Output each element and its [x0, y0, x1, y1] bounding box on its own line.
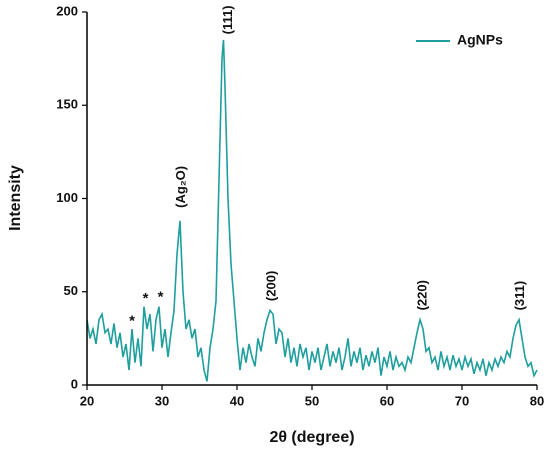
- x-tick-label: 70: [455, 393, 469, 408]
- annotation: *: [129, 313, 135, 330]
- x-tick-label: 60: [380, 393, 394, 408]
- annotation: (111): [220, 5, 235, 34]
- y-tick-label: 0: [71, 376, 78, 391]
- y-tick-label: 200: [56, 3, 78, 18]
- annotation: *: [158, 288, 164, 305]
- y-tick-label: 100: [56, 190, 78, 205]
- y-axis-label: Intensity: [7, 165, 24, 231]
- series-line: [86, 39, 538, 382]
- annotation: (311): [512, 281, 527, 311]
- annotation: *: [143, 290, 149, 307]
- y-tick-label: 150: [56, 97, 78, 112]
- x-axis-label: 2θ (degree): [269, 429, 354, 446]
- annotation: (220): [414, 280, 429, 310]
- x-tick-label: 20: [80, 393, 94, 408]
- x-tick-label: 30: [155, 393, 169, 408]
- y-tick-label: 50: [64, 283, 78, 298]
- x-tick-label: 50: [305, 393, 319, 408]
- annotation: (200): [264, 271, 279, 301]
- x-tick-label: 80: [530, 393, 544, 408]
- x-tick-label: 40: [230, 393, 244, 408]
- annotation: (Ag₂O): [173, 166, 188, 208]
- legend-label: AgNPs: [457, 32, 503, 48]
